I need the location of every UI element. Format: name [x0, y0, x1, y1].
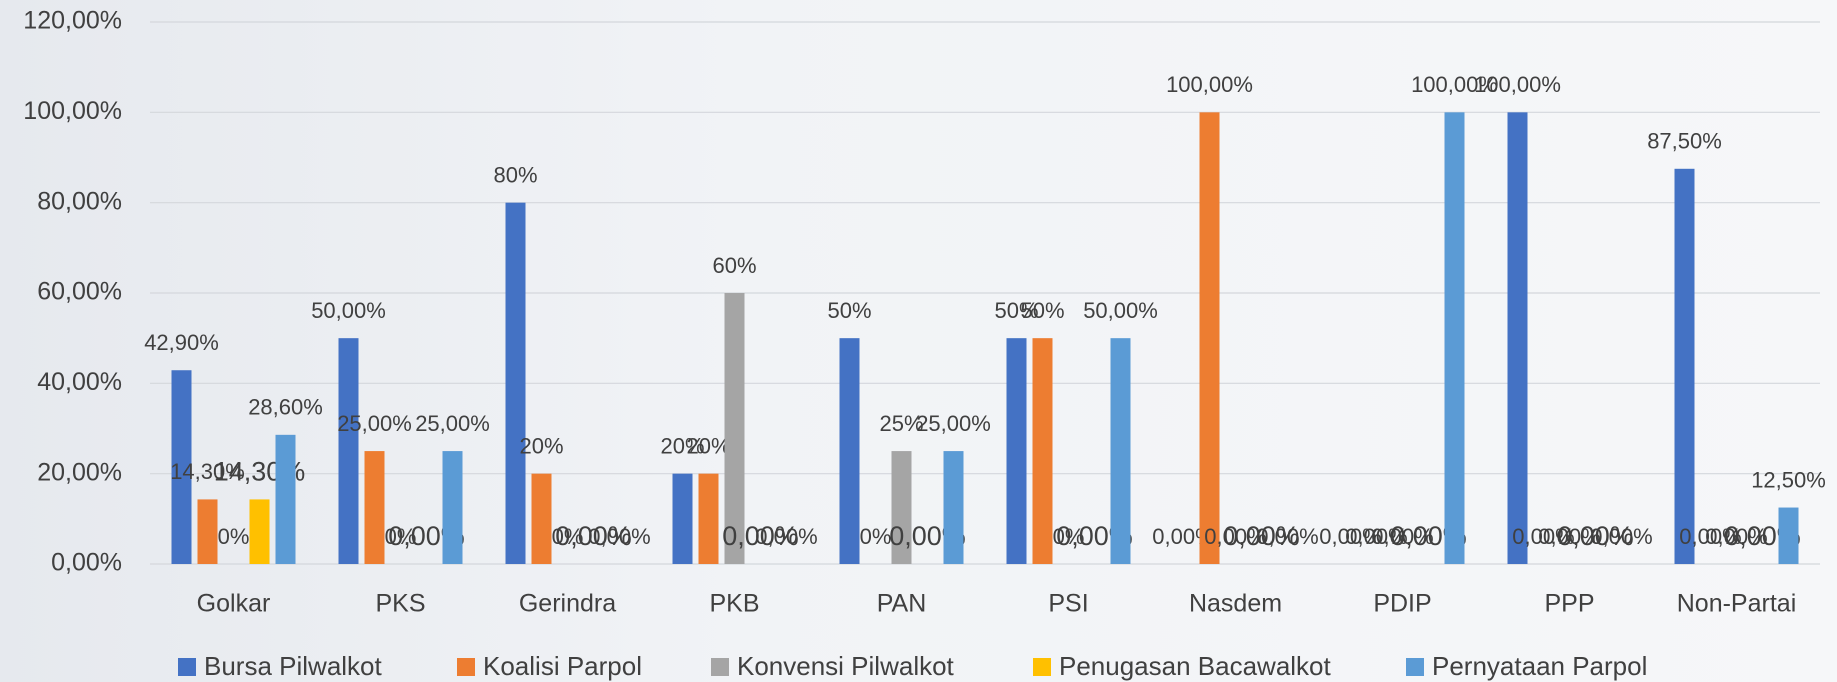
value-label: 0%	[1053, 524, 1085, 549]
value-label: 50%	[1020, 298, 1064, 323]
y-tick-label: 80,00%	[37, 187, 122, 215]
x-tick-label: PKS	[375, 590, 425, 618]
value-label: 0,00%	[1705, 524, 1767, 549]
value-label: 0,00%	[1345, 524, 1407, 549]
y-tick-label: 40,00%	[37, 368, 122, 396]
bar	[1674, 168, 1695, 564]
bar	[698, 473, 719, 564]
y-tick-label: 120,00%	[23, 7, 122, 35]
bar	[1006, 338, 1027, 564]
value-label: 100,00%	[1166, 72, 1253, 97]
value-label: 20%	[519, 433, 563, 458]
value-label: 0%	[552, 524, 584, 549]
y-tick-label: 100,00%	[23, 97, 122, 125]
value-label: 100,00%	[1411, 72, 1498, 97]
bar	[943, 451, 964, 564]
legend-label: Penugasan Bacawalkot	[1059, 651, 1332, 681]
value-label: 0,00%	[1512, 524, 1574, 549]
bar	[275, 434, 296, 564]
value-label: 14,30%	[170, 459, 245, 484]
x-tick-label: PAN	[877, 590, 927, 618]
legend-label: Konvensi Pilwalkot	[737, 651, 955, 681]
value-label: 50%	[827, 298, 871, 323]
x-tick-label: PKB	[709, 590, 759, 618]
x-tick-label: Nasdem	[1189, 590, 1282, 618]
bar	[1444, 112, 1465, 564]
legend-label: Koalisi Parpol	[483, 651, 642, 681]
y-tick-label: 0,00%	[51, 549, 122, 577]
value-label: 80%	[493, 162, 537, 187]
bar	[1199, 112, 1220, 564]
value-label: 0,00%	[1371, 524, 1433, 549]
bar	[672, 473, 693, 564]
bar	[891, 451, 912, 564]
legend-swatch	[1406, 658, 1424, 676]
value-label: 25%	[879, 411, 923, 436]
value-label: 100,00%	[1474, 72, 1561, 97]
legend-swatch	[178, 658, 196, 676]
value-label: 60%	[712, 253, 756, 278]
bar	[442, 451, 463, 564]
bar	[171, 370, 192, 564]
legend-swatch	[457, 658, 475, 676]
bar	[505, 202, 526, 564]
x-tick-label: PSI	[1048, 590, 1088, 618]
value-label: 0%	[860, 524, 892, 549]
value-label: 0,00%	[1590, 524, 1652, 549]
value-label: 25,00%	[337, 411, 412, 436]
y-tick-label: 20,00%	[37, 458, 122, 486]
value-label: 50,00%	[311, 298, 386, 323]
legend-label: Pernyataan Parpol	[1432, 651, 1647, 681]
value-label: 0,00%	[755, 524, 817, 549]
x-tick-label: Non-Partai	[1677, 590, 1797, 618]
value-label: 20%	[686, 433, 730, 458]
bar	[839, 338, 860, 564]
value-label: 12,50%	[1751, 467, 1826, 492]
x-tick-label: Golkar	[197, 590, 271, 618]
x-tick-label: PDIP	[1373, 590, 1431, 618]
value-label: 0,00%	[1223, 521, 1300, 551]
value-label: 0,00%	[1256, 524, 1318, 549]
bar	[1032, 338, 1053, 564]
value-label: 87,50%	[1647, 129, 1722, 154]
value-label: 0,00%	[1204, 524, 1266, 549]
value-label: 0,00%	[588, 524, 650, 549]
bar	[1110, 338, 1131, 564]
value-label: 20%	[660, 433, 704, 458]
bar	[338, 338, 359, 564]
bar	[1507, 112, 1528, 564]
bar	[724, 293, 745, 564]
value-label: 28,60%	[248, 395, 323, 420]
value-label: 42,90%	[144, 330, 219, 355]
value-label: 0%	[218, 524, 250, 549]
value-label: 25,00%	[415, 411, 490, 436]
legend-swatch	[1033, 658, 1051, 676]
bar	[1778, 507, 1799, 564]
value-label: 0,00%	[1538, 524, 1600, 549]
legend-swatch	[711, 658, 729, 676]
value-label: 0,00%	[1319, 524, 1381, 549]
y-tick-label: 60,00%	[37, 278, 122, 306]
x-tick-label: PPP	[1544, 590, 1594, 618]
bar	[197, 499, 218, 564]
value-label: 0,00%	[555, 521, 632, 551]
value-label: 0,00%	[722, 521, 799, 551]
bar	[249, 499, 270, 564]
value-label: 25,00%	[916, 411, 991, 436]
bar	[364, 451, 385, 564]
value-label: 0,00%	[1679, 524, 1741, 549]
legend-label: Bursa Pilwalkot	[204, 651, 383, 681]
value-label: 50,00%	[1083, 298, 1158, 323]
value-label: 0%	[385, 524, 417, 549]
x-tick-label: Gerindra	[519, 590, 616, 618]
value-label: 0,00%	[1557, 521, 1634, 551]
value-label: 50%	[994, 298, 1038, 323]
bar	[531, 473, 552, 564]
